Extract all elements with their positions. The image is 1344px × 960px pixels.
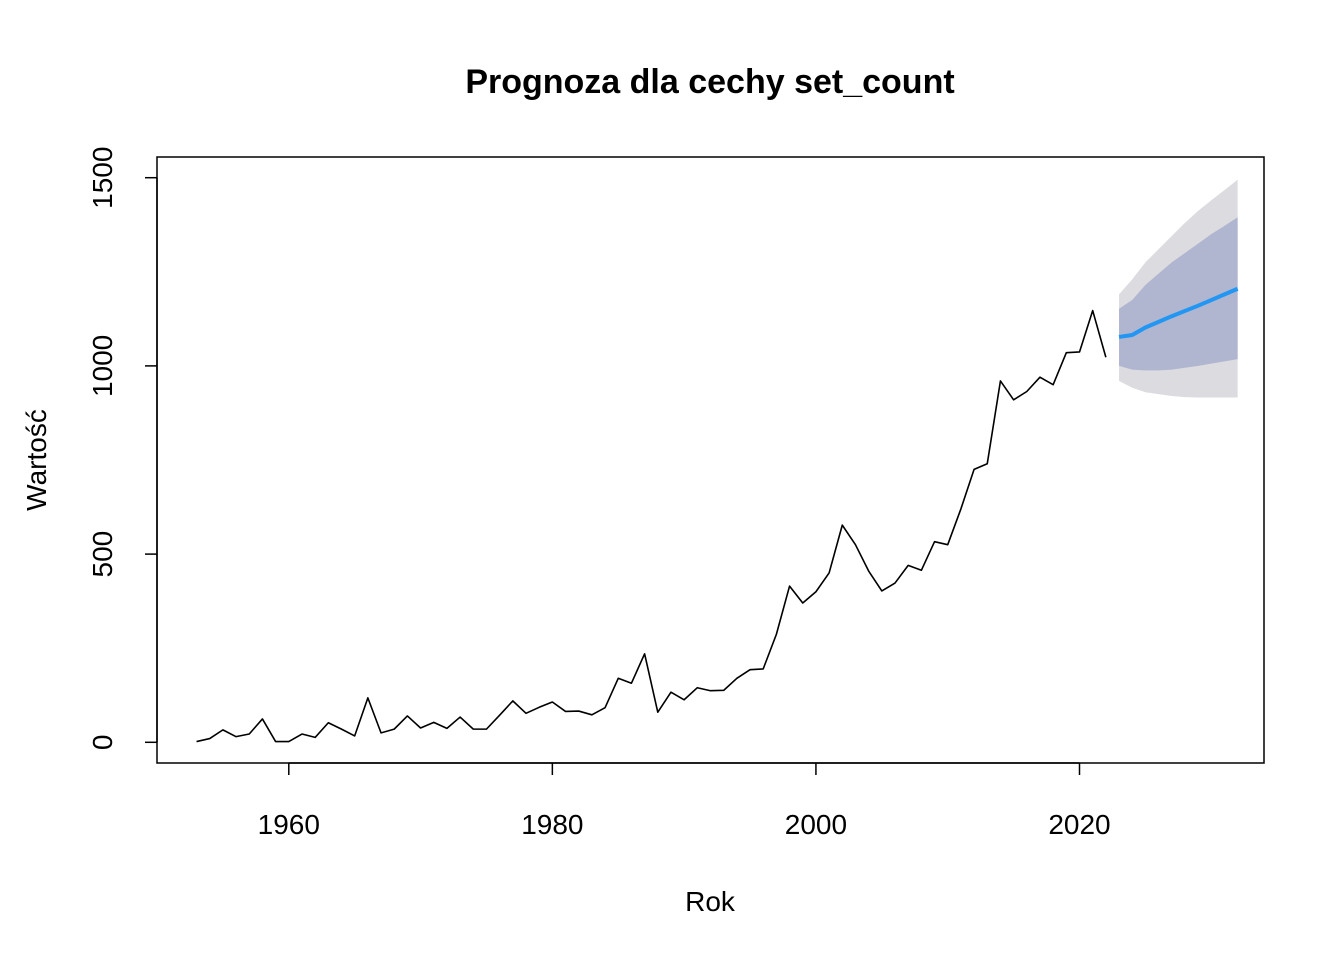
forecast-series-line (1118, 286, 1239, 339)
prediction-interval-80 (1119, 217, 1238, 371)
plot-frame (156, 156, 1265, 764)
y-tick-label: 1500 (87, 147, 118, 209)
x-tick-label: 1960 (258, 809, 320, 840)
x-tick-label: 2000 (785, 809, 847, 840)
y-axis-label: Wartość (21, 409, 52, 511)
y-tick-label: 0 (87, 735, 118, 751)
x-tick-label: 2020 (1048, 809, 1110, 840)
history-series-line (196, 309, 1107, 743)
y-tick-label: 1000 (87, 335, 118, 397)
chart-title: Prognoza dla cechy set_count (465, 63, 954, 101)
y-tick-label: 500 (87, 531, 118, 578)
x-tick-label: 1980 (521, 809, 583, 840)
x-axis-label: Rok (685, 886, 736, 917)
